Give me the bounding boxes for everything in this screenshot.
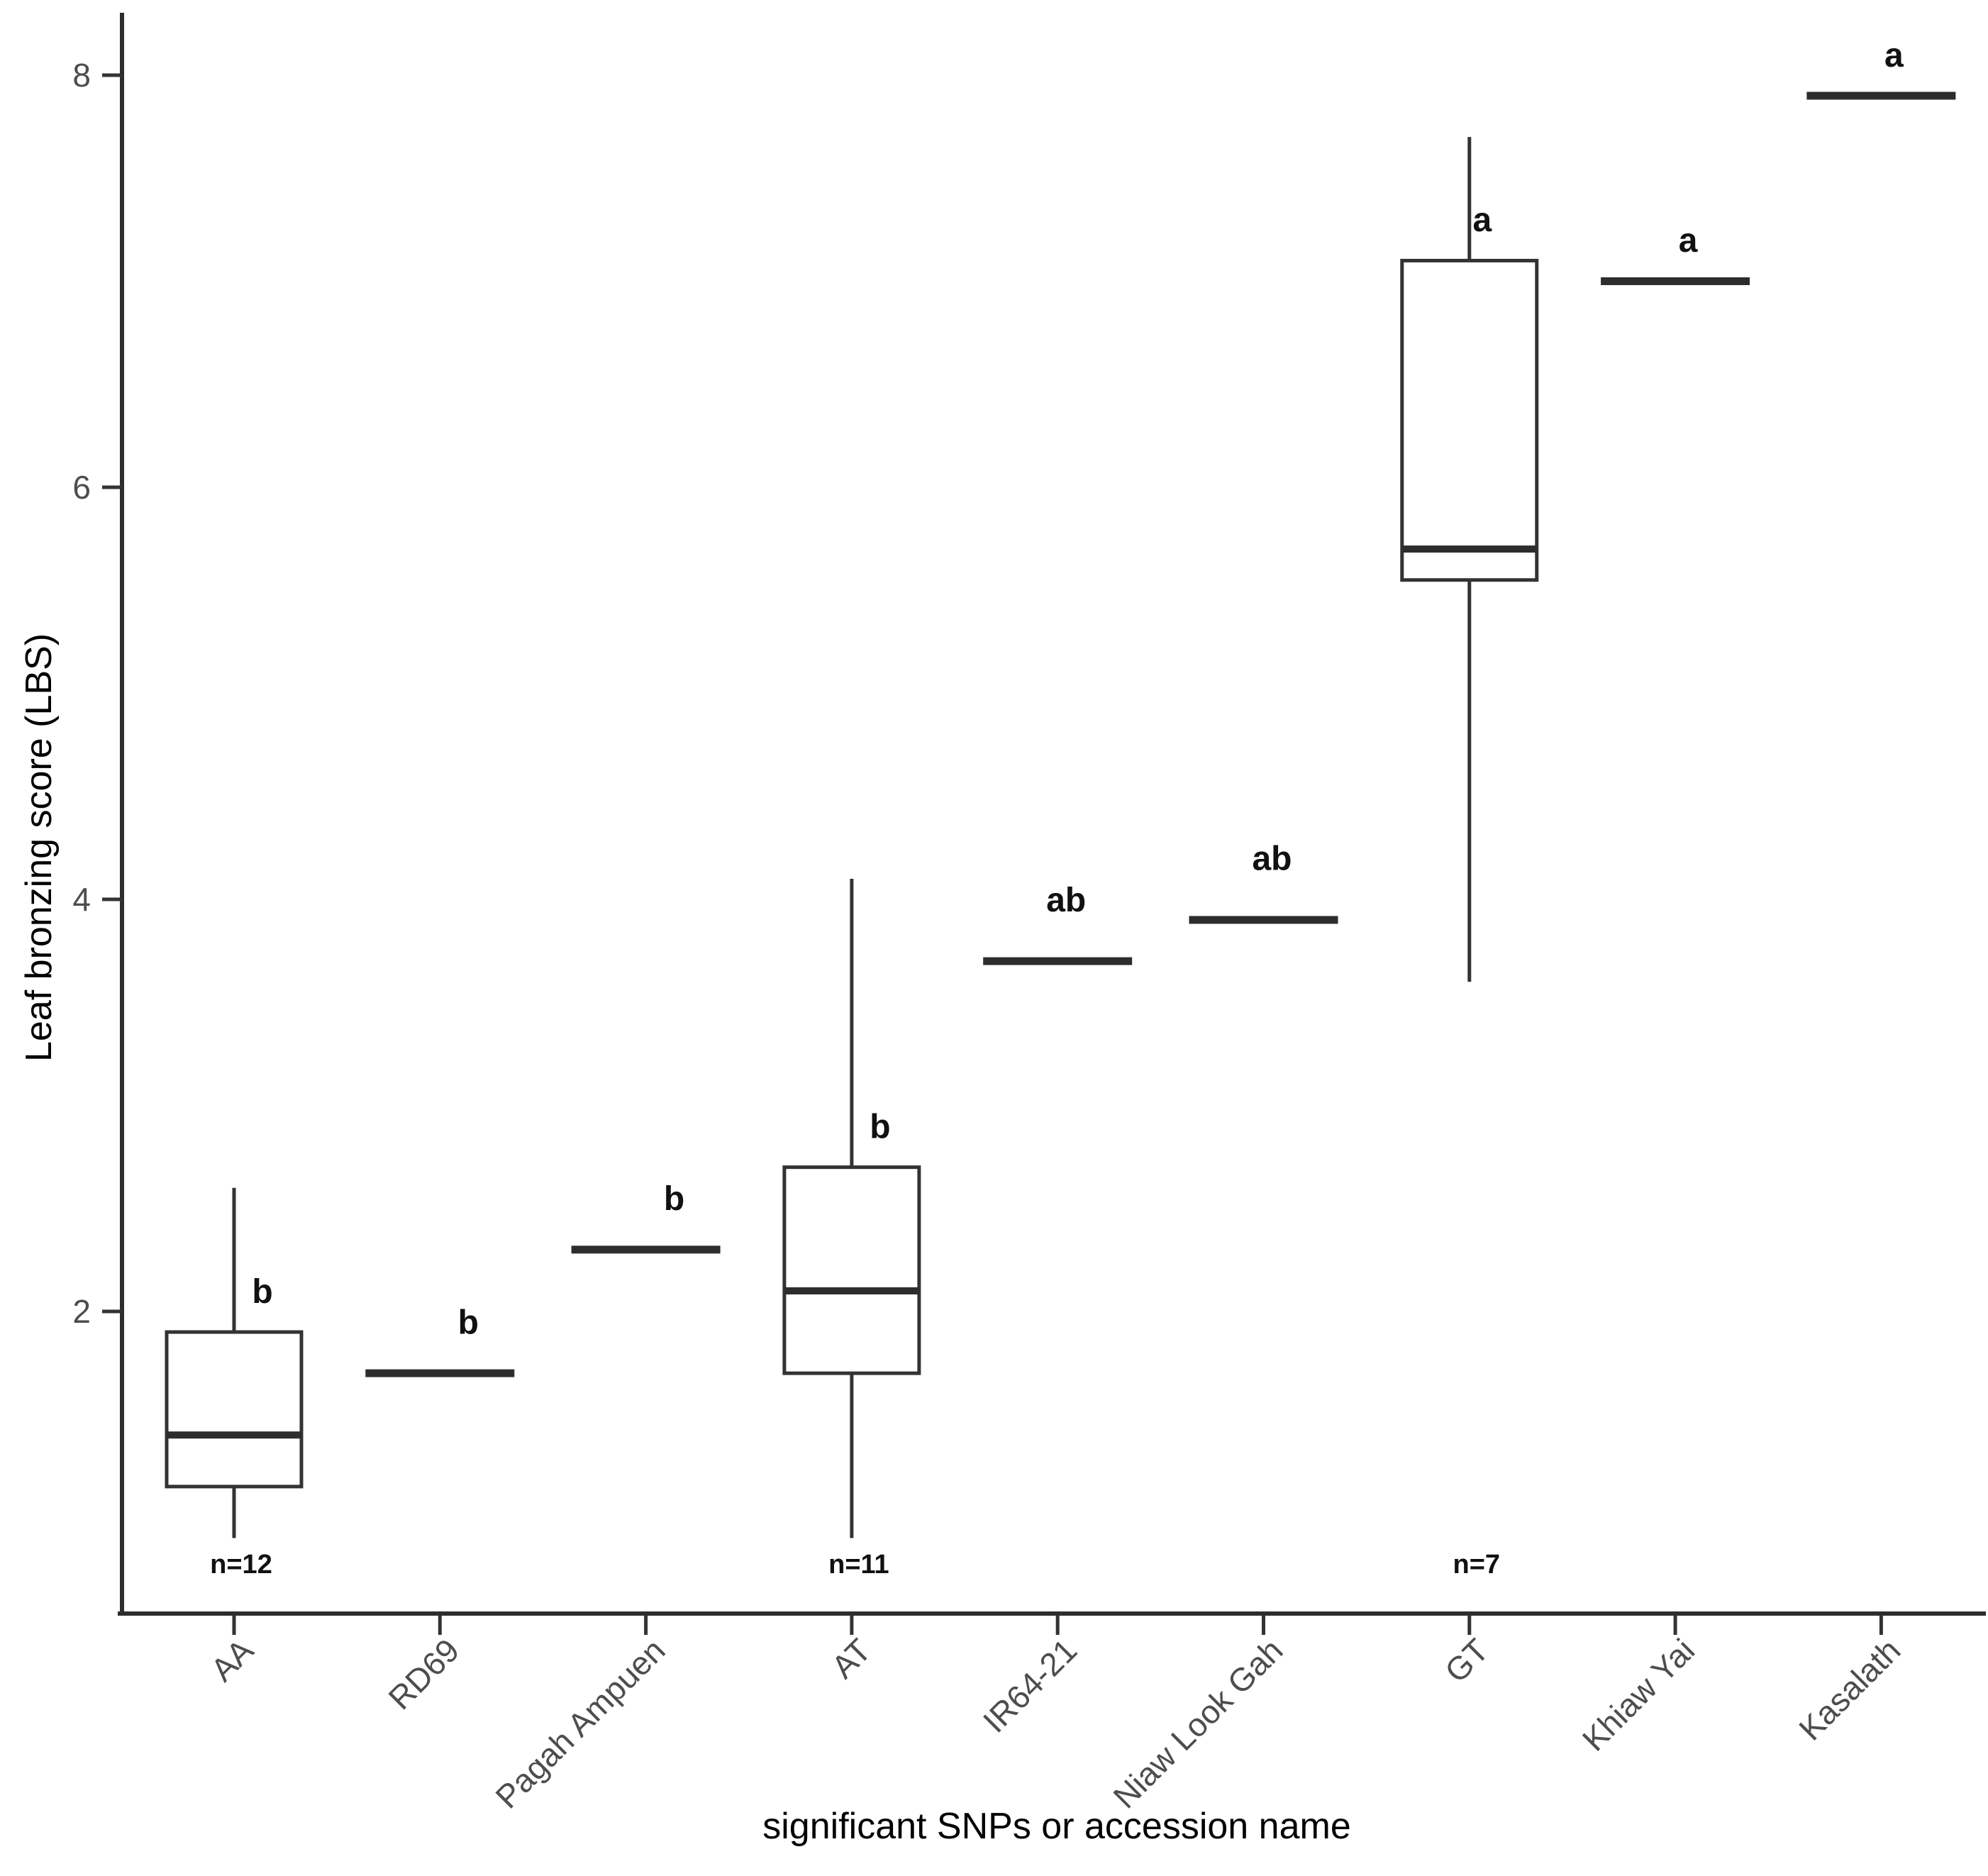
- axes-layer: [102, 13, 1986, 1635]
- sample-size-label: n=12: [210, 1550, 272, 1580]
- x-axis-title: significant SNPs or accession name: [762, 1806, 1351, 1847]
- significance-letter: ab: [1252, 840, 1292, 878]
- y-tick-label: 8: [72, 57, 91, 94]
- x-tick-label: AT: [824, 1631, 878, 1685]
- iqr-box: [165, 1330, 304, 1489]
- y-tick-label: 4: [72, 881, 91, 918]
- significance-letter: b: [458, 1304, 479, 1341]
- x-tick-label: Khiaw Yai: [1575, 1631, 1701, 1758]
- x-tick-label: Kasalath: [1792, 1631, 1907, 1747]
- plot-layer: [165, 91, 1956, 1538]
- text-layer: 2 4 6 8 AA b n=12 RD69 b Pagah Ampuen b AT b n=11 IR64…: [72, 37, 1907, 1816]
- significance-letter: a: [1679, 222, 1698, 260]
- iqr-box: [1400, 258, 1539, 582]
- significance-letter: b: [252, 1273, 272, 1311]
- y-axis-title: Leaf bronzing score (LBS): [18, 633, 60, 1062]
- sample-size-label: n=11: [828, 1550, 889, 1580]
- sample-size-label: n=7: [1453, 1550, 1501, 1580]
- significance-letter: a: [1884, 37, 1904, 74]
- x-tick-label: GT: [1438, 1631, 1496, 1689]
- y-tick-label: 6: [72, 469, 91, 506]
- significance-letter: b: [870, 1108, 890, 1145]
- x-tick-label: AA: [204, 1631, 260, 1688]
- x-tick-label: Pagah Ampuen: [488, 1631, 672, 1815]
- significance-letter: ab: [1046, 882, 1086, 919]
- y-tick-label: 2: [72, 1293, 91, 1330]
- x-tick-label: RD69: [381, 1631, 466, 1716]
- iqr-box: [782, 1165, 921, 1375]
- significance-letter: a: [1472, 201, 1492, 239]
- significance-letter: b: [664, 1180, 684, 1218]
- x-tick-label: IR64-21: [976, 1631, 1084, 1739]
- x-tick-label: Niaw Look Gah: [1106, 1631, 1289, 1815]
